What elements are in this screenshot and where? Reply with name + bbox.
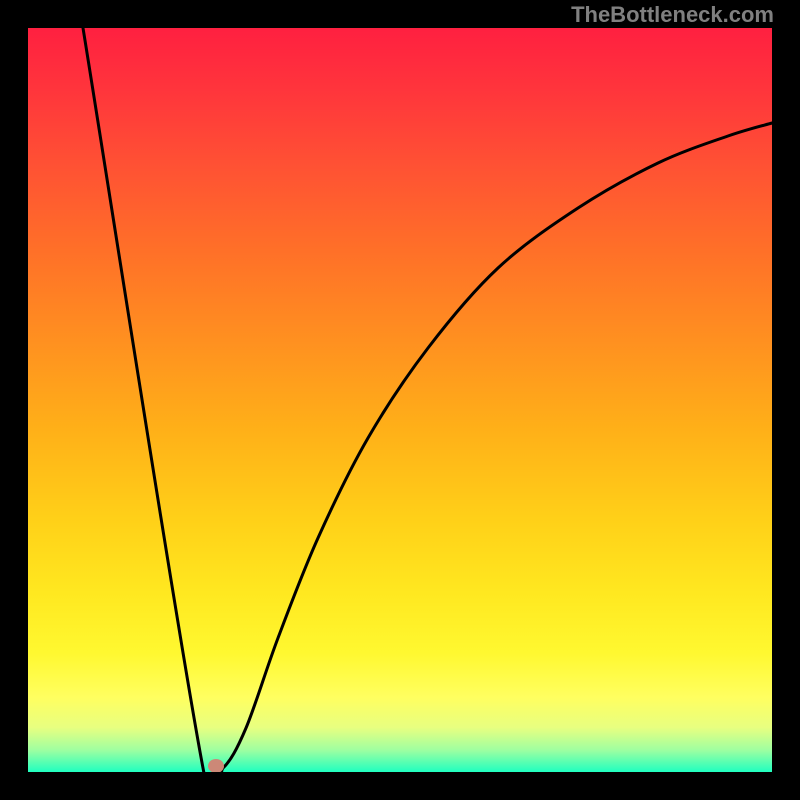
chart-container: TheBottleneck.com — [0, 0, 800, 800]
bottleneck-curve — [28, 28, 772, 772]
watermark-text: TheBottleneck.com — [571, 2, 774, 28]
optimal-point-marker — [208, 759, 224, 772]
plot-area — [28, 28, 772, 772]
